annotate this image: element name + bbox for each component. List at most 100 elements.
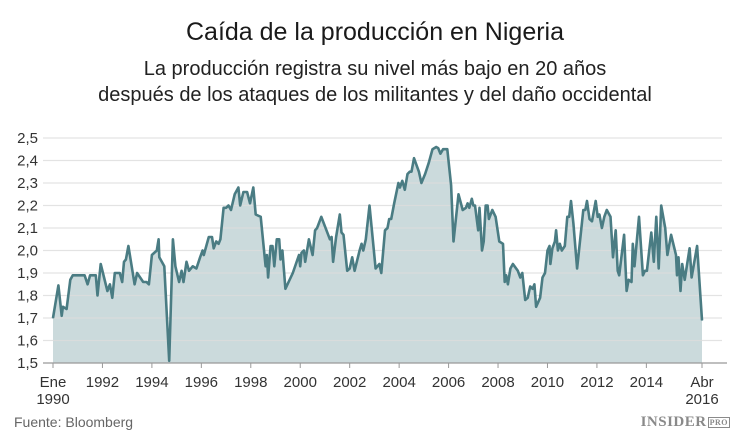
data-point [237,186,240,189]
y-tick-label: 2,4 [17,153,38,170]
data-point [397,182,399,184]
data-point [487,204,489,207]
data-point [474,204,476,207]
data-point [145,281,148,283]
data-point [570,200,572,202]
data-point [69,279,71,281]
data-point [281,249,284,252]
data-point [554,240,556,243]
data-point [615,229,617,231]
data-point [696,245,698,247]
data-point [114,272,116,274]
data-point [178,281,180,283]
data-point [507,283,509,285]
data-point [603,216,605,218]
data-point [424,173,426,175]
data-point [598,213,600,216]
data-point [158,256,160,258]
data-point [529,285,531,288]
data-point [472,204,474,207]
data-point [368,204,371,207]
x-tick-label: 2012 [580,374,613,391]
data-point [303,249,305,252]
data-point [284,288,287,290]
data-point [527,297,529,299]
data-point [390,218,392,220]
data-point [148,283,150,285]
data-point [546,249,549,252]
data-point [269,245,272,247]
data-point [111,297,113,299]
x-tick-label: 1996 [185,374,218,391]
data-point [576,267,578,270]
data-point [123,261,125,263]
data-point [638,216,640,218]
data-point [96,294,99,297]
data-point [420,182,422,184]
data-point [246,191,248,193]
data-point [360,243,363,245]
y-tick-label: 1,6 [17,333,38,350]
data-point [121,281,123,283]
x-tick-label: 2002 [333,374,366,391]
data-point [679,290,682,292]
data-point [127,245,130,247]
data-point [502,243,504,245]
data-point [252,186,254,189]
data-point [314,229,316,231]
data-point [308,238,310,240]
data-point [401,180,403,182]
data-point [375,267,377,270]
data-point [548,245,551,247]
data-point [199,256,201,258]
data-point [601,227,603,229]
data-point [365,238,367,240]
data-point [133,283,136,285]
data-point [483,240,485,243]
data-point [298,254,300,256]
data-point [409,171,411,173]
data-point [655,216,657,218]
data-point [72,274,74,276]
data-point [234,193,236,195]
data-point [595,200,597,202]
y-tick-label: 2,1 [17,220,38,237]
data-point [664,227,666,229]
data-point [666,254,668,256]
data-point [684,279,686,281]
data-point [227,204,230,207]
data-point [539,297,541,299]
data-point [630,281,633,283]
data-point [388,218,390,220]
data-point [591,220,593,222]
data-point [201,249,204,252]
data-point [304,261,306,263]
data-point [450,184,452,186]
data-point [617,270,619,272]
data-point [478,207,481,209]
data-point [329,238,331,240]
data-point [670,234,672,236]
data-point [351,256,353,258]
data-point [532,288,534,290]
data-point [618,274,620,276]
data-point [675,254,677,256]
data-point [119,272,121,274]
y-tick-label: 2,5 [17,130,38,147]
data-point [260,216,262,218]
data-point [342,234,345,236]
data-point [653,261,655,263]
data-point [627,279,630,281]
data-point [517,270,519,272]
data-point [271,245,274,247]
logo-badge: PRO [707,417,730,429]
data-point [512,263,514,265]
chart-subtitle-line-1: La producción registra su nivel más bajo… [143,58,607,80]
data-point [225,207,227,209]
data-point [106,290,108,292]
data-point [125,258,127,261]
data-point [399,186,401,189]
data-point [316,227,318,229]
data-point [386,227,389,229]
data-point [572,222,575,225]
